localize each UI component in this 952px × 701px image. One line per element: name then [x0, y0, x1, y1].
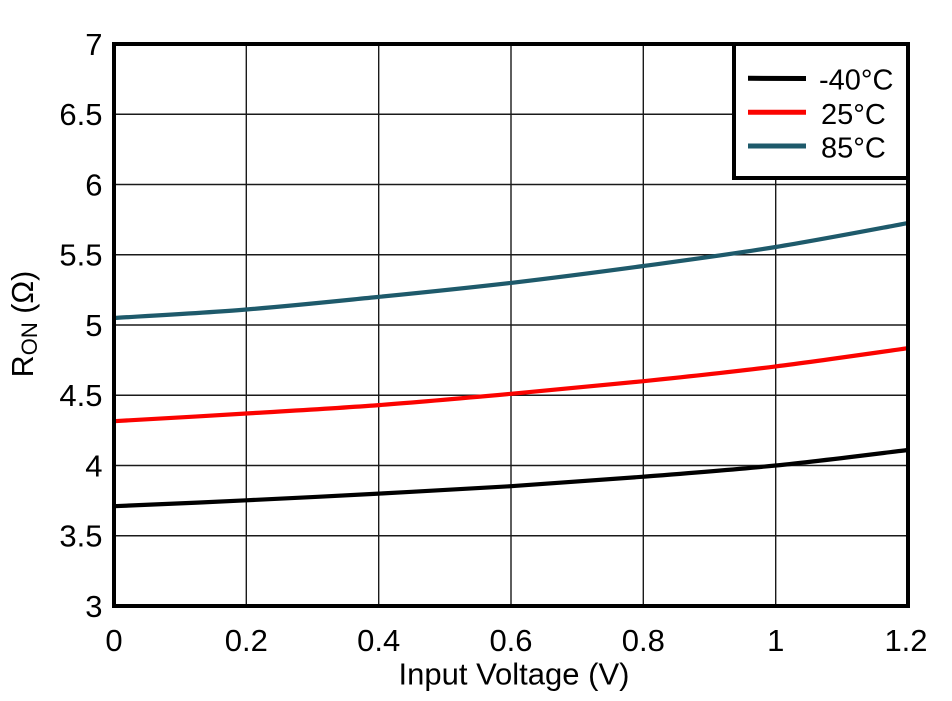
svg-text:85°C: 85°C [821, 133, 886, 165]
svg-text:5.5: 5.5 [59, 238, 102, 273]
svg-text:0.2: 0.2 [225, 623, 268, 658]
svg-text:25°C: 25°C [821, 99, 886, 131]
svg-text:1.2: 1.2 [884, 623, 927, 658]
svg-text:1: 1 [767, 623, 784, 658]
svg-text:4.5: 4.5 [59, 378, 102, 413]
svg-text:5: 5 [85, 308, 102, 343]
svg-text:3: 3 [85, 589, 102, 624]
svg-text:6.5: 6.5 [59, 97, 102, 132]
svg-text:0.4: 0.4 [357, 623, 400, 658]
svg-text:0.8: 0.8 [622, 623, 665, 658]
svg-text:Input Voltage (V): Input Voltage (V) [399, 657, 630, 692]
svg-text:0: 0 [105, 623, 122, 658]
svg-text:0.6: 0.6 [489, 623, 532, 658]
svg-text:3.5: 3.5 [59, 519, 102, 554]
svg-text:RON (Ω): RON (Ω) [6, 271, 42, 378]
svg-text:6: 6 [85, 167, 102, 202]
svg-text:7: 7 [85, 27, 102, 62]
svg-text:4: 4 [85, 448, 102, 483]
svg-text:-40°C: -40°C [819, 64, 893, 96]
